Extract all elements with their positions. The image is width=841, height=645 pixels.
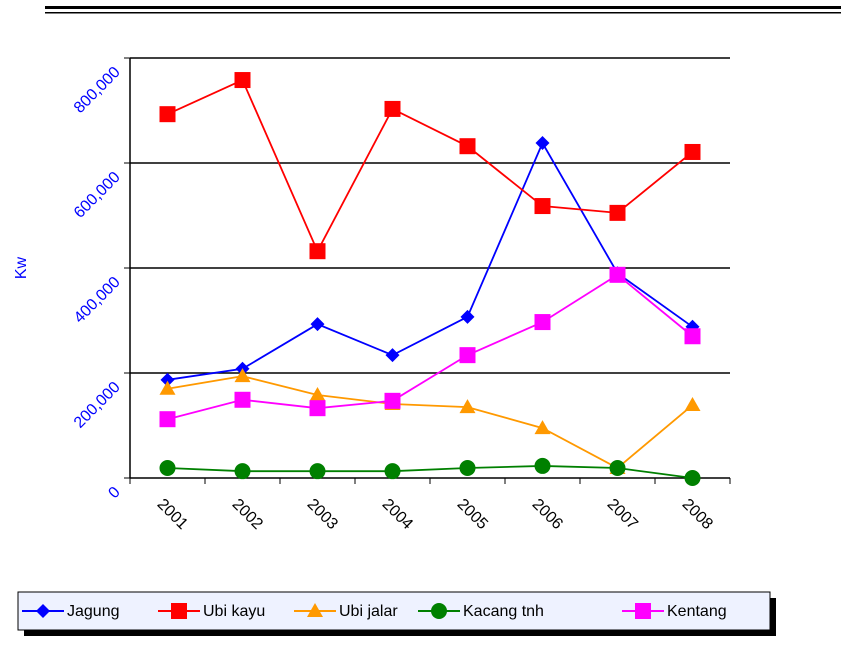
- point: [534, 420, 551, 435]
- legend-marker: [171, 603, 187, 619]
- point: [309, 400, 326, 417]
- y-tick-label: 600,000: [71, 169, 124, 222]
- series-line: [167, 375, 694, 470]
- point: [234, 72, 251, 89]
- legend-marker: [431, 603, 447, 619]
- legend-label: Kentang: [667, 603, 727, 620]
- y-tick-label: 400,000: [71, 274, 124, 327]
- point: [159, 460, 176, 477]
- point: [459, 460, 476, 477]
- x-tick-label: 2001: [154, 496, 191, 533]
- point: [459, 138, 476, 155]
- point: [534, 198, 551, 215]
- y-tick-label: 0: [105, 484, 123, 502]
- point: [159, 380, 176, 395]
- x-tick-label: 2003: [304, 496, 341, 533]
- point: [609, 460, 626, 477]
- point: [534, 457, 551, 474]
- x-tick-label: 2005: [454, 496, 491, 533]
- point: [384, 392, 401, 409]
- point: [684, 143, 701, 160]
- legend-marker: [36, 604, 50, 618]
- legend-marker: [635, 603, 651, 619]
- series-line: [167, 141, 694, 381]
- x-tick-label: 2008: [679, 496, 716, 533]
- header-rule: [45, 12, 841, 14]
- x-tick-label: 2004: [379, 496, 416, 533]
- series-line: [167, 78, 694, 254]
- point: [234, 368, 251, 383]
- legend-label: Ubi kayu: [203, 603, 265, 620]
- point: [684, 328, 701, 345]
- point: [535, 136, 550, 151]
- header-rule: [45, 6, 841, 9]
- point: [309, 387, 326, 402]
- point: [310, 317, 325, 332]
- x-tick-label: 2006: [529, 496, 566, 533]
- series-line: [167, 273, 694, 421]
- point: [459, 347, 476, 364]
- legend-label: Jagung: [67, 603, 120, 620]
- point: [159, 106, 176, 123]
- x-tick-label: 2007: [604, 496, 641, 533]
- y-tick-label: 800,000: [71, 64, 124, 117]
- point: [684, 397, 701, 412]
- point: [234, 391, 251, 408]
- point: [384, 463, 401, 480]
- point: [684, 470, 701, 486]
- point: [385, 348, 400, 363]
- point: [459, 399, 476, 414]
- legend-label: Kacang tnh: [463, 603, 544, 620]
- y-axis-label: Kw: [13, 256, 30, 279]
- point: [309, 243, 326, 260]
- legend-marker: [307, 603, 323, 617]
- point: [384, 100, 401, 117]
- point: [460, 309, 475, 324]
- point: [234, 463, 251, 480]
- x-tick-label: 2002: [229, 496, 266, 533]
- point: [609, 204, 626, 221]
- point: [159, 411, 176, 428]
- point: [309, 463, 326, 480]
- point: [534, 314, 551, 331]
- series-line: [167, 465, 693, 479]
- legend-label: Ubi jalar: [339, 603, 398, 620]
- point: [160, 372, 175, 387]
- y-tick-label: 200,000: [71, 379, 124, 432]
- point: [609, 266, 626, 283]
